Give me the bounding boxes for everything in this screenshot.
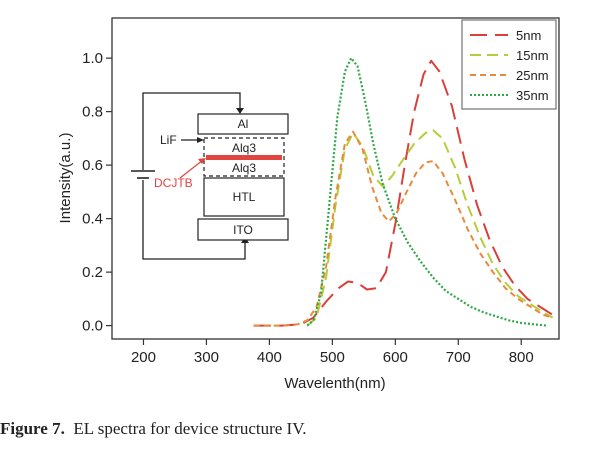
axis-ticks: 200 300 400 500 600 700 800 0.0 0.2 0.4 0.6 0.8 1.0 [82, 50, 534, 366]
y-tick-label: 0.2 [82, 264, 103, 281]
dcjtb-arrowhead [198, 158, 206, 164]
dcjtb-label: DCJTB [154, 176, 193, 190]
circuit-wire-top [142, 92, 241, 170]
legend-label-25nm: 25nm [516, 68, 549, 83]
layer-alq3-bottom-label: Alq3 [232, 161, 256, 175]
y-tick-label: 0.0 [82, 318, 103, 335]
series-line-15nm [306, 129, 554, 327]
series-line-35nm [306, 57, 547, 327]
y-axis-title: Intensity(a.u.) [57, 133, 74, 224]
legend-label-15nm: 15nm [516, 48, 549, 63]
arrowhead-anode [236, 108, 244, 114]
x-tick-label: 400 [257, 349, 282, 366]
x-tick-label: 700 [446, 349, 471, 366]
layer-alq3-top-label: Alq3 [232, 141, 256, 155]
dcjtb-arrow-line [179, 159, 204, 179]
layer-htl-label: HTL [233, 190, 256, 204]
lif-label: LiF [160, 133, 177, 147]
layer-ito [197, 218, 289, 241]
dcjtb-layer [206, 155, 282, 160]
circuit-wire-bottom [142, 180, 246, 260]
el-spectra-chart: 200 300 400 500 600 700 8000.00.20.40.60.81.0 … [57, 17, 560, 392]
layer-htl [203, 177, 285, 217]
x-axis-title: Wavelenth(nm) [284, 375, 385, 392]
layer-al [197, 113, 289, 135]
y-tick-label: 0.8 [82, 104, 103, 121]
alq3-dashed-region [203, 137, 285, 177]
figure-caption-text: EL spectra for device structure IV. [73, 419, 307, 438]
legend-label-5nm: 5nm [516, 28, 541, 43]
y-tick-label: 1.0 [82, 50, 103, 67]
plot-frame [111, 17, 560, 340]
series-lines [253, 57, 554, 327]
lif-arrowhead [197, 137, 204, 143]
layer-ito-label: ITO [233, 223, 253, 237]
device-structure-inset: Al Alq3 Alq3 HTL ITO LiF DCJTB [131, 92, 289, 260]
y-tick-label: 0.6 [82, 157, 103, 174]
x-tick-label: 600 [383, 349, 408, 366]
series-line-25nm [253, 130, 553, 327]
x-tick-label: 200 [131, 349, 156, 366]
series-line-5nm [253, 59, 554, 327]
layer-al-label: Al [238, 117, 249, 131]
x-tick-label: 800 [509, 349, 534, 366]
x-tick-label: 300 [194, 349, 219, 366]
legend-label-35nm: 35nm [516, 88, 549, 103]
y-tick-label: 0.4 [82, 211, 103, 228]
figure-caption-label: Figure 7. [0, 419, 65, 438]
x-tick-label: 500 [320, 349, 345, 366]
legend: 5nm 15nm 25nm 35nm [461, 19, 557, 110]
figure-caption: Figure 7. EL spectra for device structur… [0, 419, 307, 439]
